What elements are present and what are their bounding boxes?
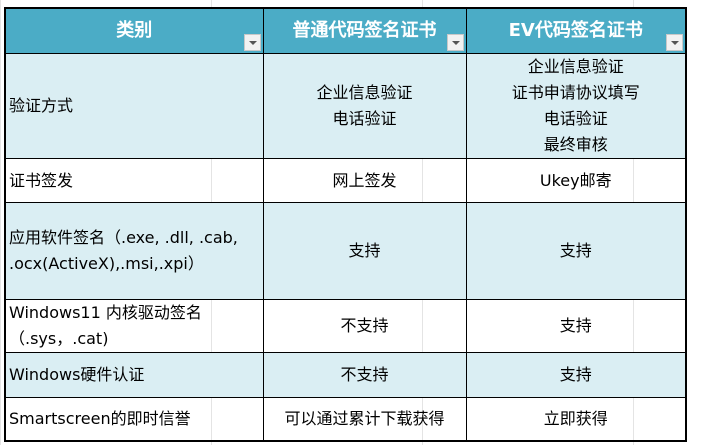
category-cell: Windows硬件认证 <box>4 352 264 398</box>
header-row: 类别 普通代码签名证书 EV代码签名证书 <box>4 7 687 54</box>
ev-cell: Ukey邮寄 <box>465 158 687 203</box>
table-row: Smartscreen的即时信誉 可以通过累计下载获得 立即获得 <box>4 397 687 441</box>
header-category: 类别 <box>4 7 264 54</box>
category-cell: 证书签发 <box>4 158 264 203</box>
standard-cell: 不支持 <box>262 299 467 353</box>
ev-cell: 支持 <box>465 299 687 353</box>
ev-cell: 企业信息验证 证书申请协议填写 电话验证 最终审核 <box>465 53 687 159</box>
header-standard: 普通代码签名证书 <box>262 7 467 54</box>
filter-dropdown-icon[interactable] <box>666 34 683 51</box>
standard-cell: 网上签发 <box>262 158 467 203</box>
standard-cell: 不支持 <box>262 352 467 398</box>
category-cell: Smartscreen的即时信誉 <box>4 397 264 441</box>
header-ev: EV代码签名证书 <box>465 7 687 54</box>
ev-cell: 支持 <box>465 352 687 398</box>
table-row: Windows硬件认证 不支持 支持 <box>4 352 687 398</box>
comparison-table: 类别 普通代码签名证书 EV代码签名证书 验证方式 企业信息验证 电话验证 企业… <box>4 7 687 442</box>
ev-cell: 立即获得 <box>465 397 687 441</box>
standard-cell: 支持 <box>262 202 467 300</box>
standard-cell: 企业信息验证 电话验证 <box>262 53 467 159</box>
table-row: 应用软件签名（.exe, .dll, .cab, .ocx(ActiveX),.… <box>4 202 687 300</box>
category-cell: Windows11 内核驱动签名（.sys，.cat) <box>4 299 264 353</box>
filter-dropdown-icon[interactable] <box>243 34 261 51</box>
table-row: 证书签发 网上签发 Ukey邮寄 <box>4 158 687 203</box>
table-row: 验证方式 企业信息验证 电话验证 企业信息验证 证书申请协议填写 电话验证 最终… <box>4 53 687 159</box>
category-cell: 应用软件签名（.exe, .dll, .cab, .ocx(ActiveX),.… <box>4 202 264 300</box>
standard-cell: 可以通过累计下载获得 <box>262 397 467 441</box>
filter-dropdown-icon[interactable] <box>446 34 464 51</box>
category-cell: 验证方式 <box>4 53 264 159</box>
ev-cell: 支持 <box>465 202 687 300</box>
table-row: Windows11 内核驱动签名（.sys，.cat) 不支持 支持 <box>4 299 687 353</box>
